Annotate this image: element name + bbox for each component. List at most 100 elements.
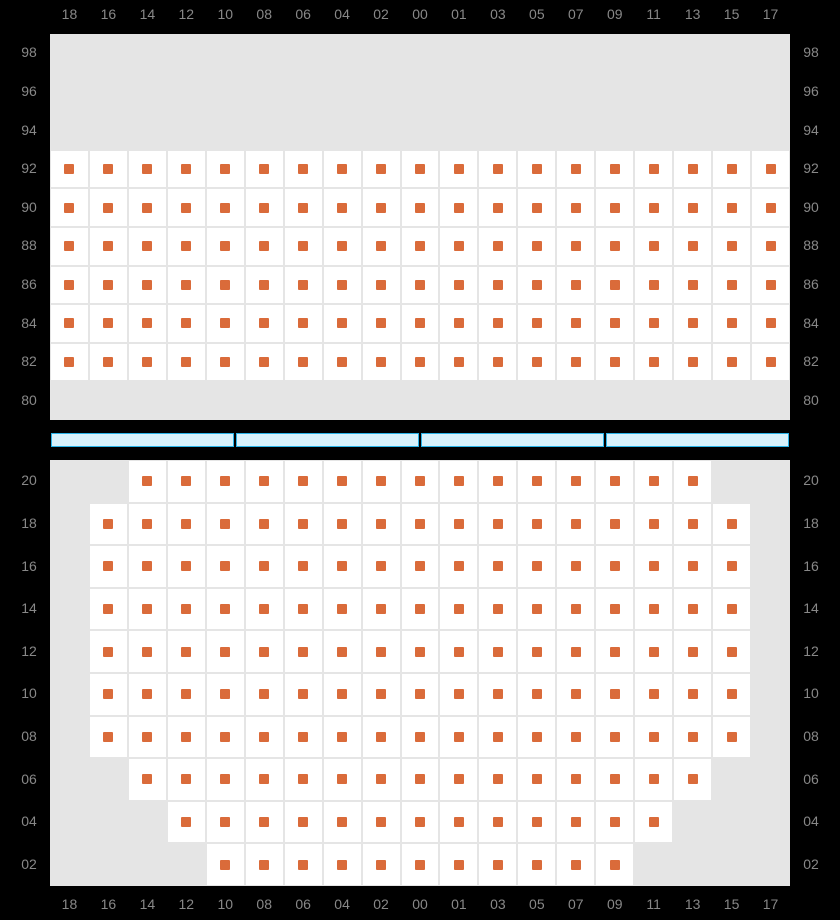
seat-cell[interactable] [245,545,284,588]
seat-cell[interactable] [595,460,634,503]
seat-cell[interactable] [362,801,401,844]
seat-cell[interactable] [595,801,634,844]
seat-cell[interactable] [634,545,673,588]
seat-cell[interactable] [401,188,440,227]
seat-cell[interactable] [751,304,790,343]
seat-cell[interactable] [206,545,245,588]
seat-cell[interactable] [634,503,673,546]
seat-cell[interactable] [556,843,595,886]
seat-cell[interactable] [634,304,673,343]
seat-cell[interactable] [206,227,245,266]
seat-cell[interactable] [673,716,712,759]
seat-cell[interactable] [478,150,517,189]
seat-cell[interactable] [323,503,362,546]
seat-cell[interactable] [284,630,323,673]
seat-cell[interactable] [673,673,712,716]
seat-cell[interactable] [401,673,440,716]
seat-cell[interactable] [439,673,478,716]
seat-cell[interactable] [478,801,517,844]
seat-cell[interactable] [128,304,167,343]
seat-cell[interactable] [362,673,401,716]
seat-cell[interactable] [167,150,206,189]
seat-cell[interactable] [634,801,673,844]
seat-cell[interactable] [167,758,206,801]
seat-cell[interactable] [89,150,128,189]
seat-cell[interactable] [284,801,323,844]
seat-cell[interactable] [673,266,712,305]
seat-cell[interactable] [284,188,323,227]
seat-cell[interactable] [634,343,673,382]
seat-cell[interactable] [362,343,401,382]
seat-cell[interactable] [517,801,556,844]
seat-cell[interactable] [517,673,556,716]
seat-cell[interactable] [245,716,284,759]
seat-cell[interactable] [712,150,751,189]
seat-cell[interactable] [556,343,595,382]
seat-cell[interactable] [556,150,595,189]
seat-cell[interactable] [595,545,634,588]
seat-cell[interactable] [284,266,323,305]
seat-cell[interactable] [401,150,440,189]
seat-cell[interactable] [517,227,556,266]
seat-cell[interactable] [401,304,440,343]
seat-cell[interactable] [517,304,556,343]
seat-cell[interactable] [206,801,245,844]
seat-cell[interactable] [556,801,595,844]
seat-cell[interactable] [595,716,634,759]
seat-cell[interactable] [323,460,362,503]
seat-cell[interactable] [323,843,362,886]
seat-cell[interactable] [89,545,128,588]
seat-cell[interactable] [401,801,440,844]
seat-cell[interactable] [401,545,440,588]
seat-cell[interactable] [167,630,206,673]
seat-cell[interactable] [673,343,712,382]
seat-cell[interactable] [206,266,245,305]
seat-cell[interactable] [478,304,517,343]
seat-cell[interactable] [673,150,712,189]
seat-cell[interactable] [595,150,634,189]
seat-cell[interactable] [245,758,284,801]
seat-cell[interactable] [712,588,751,631]
seat-cell[interactable] [167,304,206,343]
seat-cell[interactable] [206,716,245,759]
seat-cell[interactable] [89,304,128,343]
seat-cell[interactable] [556,758,595,801]
seat-cell[interactable] [751,227,790,266]
seat-cell[interactable] [362,304,401,343]
seat-cell[interactable] [595,227,634,266]
seat-cell[interactable] [167,266,206,305]
seat-cell[interactable] [323,758,362,801]
seat-cell[interactable] [556,460,595,503]
seat-cell[interactable] [634,630,673,673]
seat-cell[interactable] [50,266,89,305]
seat-cell[interactable] [517,266,556,305]
seat-cell[interactable] [362,150,401,189]
seat-cell[interactable] [167,588,206,631]
seat-cell[interactable] [167,188,206,227]
seat-cell[interactable] [556,304,595,343]
seat-cell[interactable] [128,588,167,631]
seat-cell[interactable] [556,716,595,759]
seat-cell[interactable] [128,227,167,266]
seat-cell[interactable] [362,716,401,759]
seat-cell[interactable] [712,716,751,759]
seat-cell[interactable] [323,801,362,844]
seat-cell[interactable] [245,150,284,189]
seat-cell[interactable] [284,588,323,631]
seat-cell[interactable] [167,503,206,546]
seat-cell[interactable] [245,801,284,844]
seat-cell[interactable] [401,266,440,305]
seat-cell[interactable] [556,266,595,305]
seat-cell[interactable] [128,758,167,801]
seat-cell[interactable] [556,188,595,227]
seat-cell[interactable] [206,630,245,673]
seat-cell[interactable] [167,673,206,716]
seat-cell[interactable] [595,343,634,382]
seat-cell[interactable] [478,716,517,759]
seat-cell[interactable] [712,266,751,305]
seat-cell[interactable] [323,304,362,343]
seat-cell[interactable] [517,545,556,588]
seat-cell[interactable] [401,588,440,631]
seat-cell[interactable] [517,843,556,886]
seat-cell[interactable] [478,266,517,305]
